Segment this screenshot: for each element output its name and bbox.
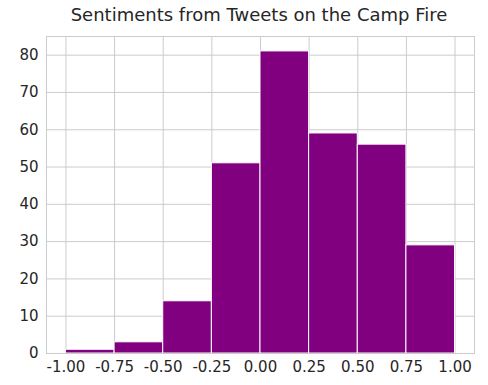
svg-text:30: 30 — [19, 232, 38, 250]
svg-text:1.00: 1.00 — [438, 358, 471, 376]
svg-text:60: 60 — [19, 121, 38, 139]
svg-text:-0.50: -0.50 — [144, 358, 183, 376]
svg-text:10: 10 — [19, 307, 38, 325]
svg-text:0.50: 0.50 — [341, 358, 374, 376]
svg-text:40: 40 — [19, 195, 38, 213]
svg-text:0.75: 0.75 — [390, 358, 423, 376]
svg-text:80: 80 — [19, 46, 38, 64]
svg-text:20: 20 — [19, 270, 38, 288]
svg-text:70: 70 — [19, 83, 38, 101]
svg-text:0.25: 0.25 — [292, 358, 325, 376]
svg-text:-0.25: -0.25 — [192, 358, 231, 376]
svg-text:-1.00: -1.00 — [47, 358, 86, 376]
svg-text:0.00: 0.00 — [244, 358, 277, 376]
html-text:Sentiments from Tweets on the: Sentiments from Tweets on the Camp Fire — [70, 4, 448, 25]
svg-text:-0.75: -0.75 — [95, 358, 134, 376]
svg-text:0: 0 — [29, 344, 39, 362]
svg-text:50: 50 — [19, 158, 38, 176]
